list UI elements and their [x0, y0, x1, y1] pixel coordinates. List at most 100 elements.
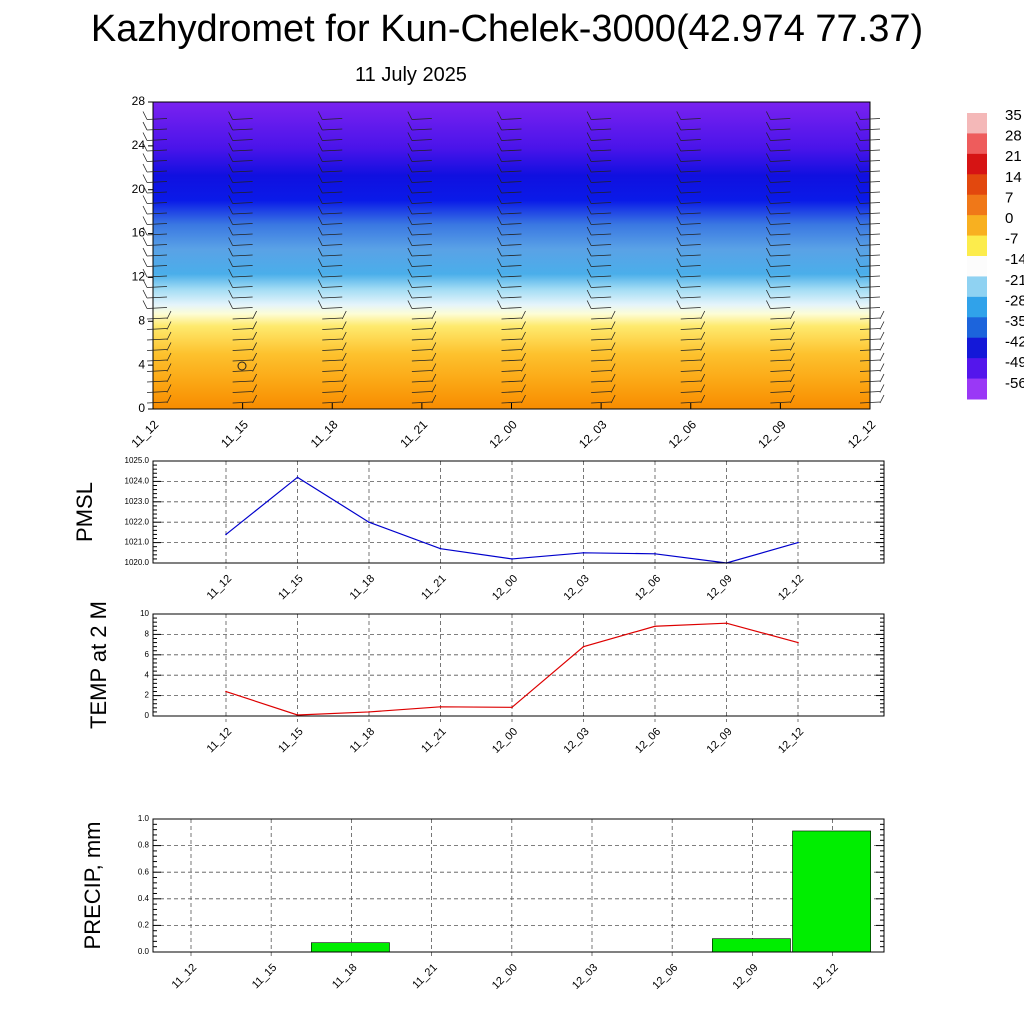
wind-barb-flag: [341, 321, 347, 330]
wind-barb-flag: [497, 153, 502, 162]
wind-barb-flag: [317, 258, 323, 267]
wind-barb-flag: [855, 205, 861, 215]
panel1-y-tick-label: 1020.0: [125, 558, 150, 567]
wind-barb: [501, 317, 522, 320]
wind-barb: [859, 181, 881, 183]
panel1-y-tick-label: 1023.0: [125, 497, 150, 506]
wind-barb-flag: [586, 153, 592, 162]
wind-barb: [146, 191, 168, 194]
wind-barb: [501, 223, 522, 225]
wind-barb: [232, 170, 253, 173]
wind-barb: [770, 328, 791, 330]
wind-barb: [322, 139, 343, 141]
wind-barb-flag: [317, 226, 323, 236]
wind-barb: [322, 160, 343, 162]
wind-barb-flag: [879, 321, 885, 330]
heatmap-y-tick-label: 20: [132, 182, 146, 196]
colorbar-segment: [967, 194, 987, 216]
wind-barb: [411, 128, 432, 131]
wind-barb: [322, 370, 343, 372]
panel2-data-point: [225, 690, 227, 693]
wind-barb: [770, 149, 791, 152]
panel2-y-tick-label: 4: [145, 670, 150, 679]
wind-barb: [859, 275, 881, 278]
panel2-y-axis-label: TEMP at 2 M: [86, 601, 111, 729]
wind-barb: [680, 191, 701, 194]
wind-barb-flag: [766, 226, 771, 236]
wind-barb-flag: [431, 310, 437, 320]
wind-barb: [501, 202, 522, 204]
wind-barb-flag: [700, 373, 706, 383]
wind-barb: [859, 338, 881, 341]
wind-barb: [859, 191, 881, 194]
wind-barb: [501, 275, 522, 278]
wind-barb: [411, 359, 432, 362]
wind-barb-flag: [521, 384, 526, 393]
colorbar-label: 14: [1005, 169, 1022, 186]
wind-barb: [232, 286, 253, 288]
wind-barb: [680, 128, 701, 131]
wind-barb: [770, 160, 791, 162]
wind-barb-flag: [317, 216, 323, 225]
wind-barb-flag: [855, 300, 861, 309]
panel2-x-tick-label: 12_06: [633, 726, 663, 756]
wind-barb-flag: [879, 384, 885, 393]
wind-barb-flag: [407, 300, 413, 309]
wind-barb: [591, 233, 612, 236]
wind-barb: [591, 212, 612, 215]
wind-barb-flag: [879, 373, 885, 383]
wind-barb-flag: [700, 331, 706, 341]
wind-barb: [322, 317, 343, 320]
wind-barb-flag: [586, 300, 592, 309]
wind-barb-flag: [317, 300, 323, 309]
wind-barb: [146, 181, 168, 183]
panel3-x-tick-label: 12_06: [650, 962, 680, 992]
wind-barb: [322, 202, 343, 204]
wind-barb-flag: [228, 174, 233, 183]
heatmap-x-tick-label: 11_12: [128, 417, 161, 450]
wind-barb: [411, 317, 432, 320]
wind-barb: [232, 181, 253, 183]
panel1-y-tick-label: 1024.0: [125, 477, 150, 486]
colorbar-label: 21: [1005, 148, 1022, 165]
wind-barb: [411, 338, 432, 341]
wind-barb-flag: [142, 132, 148, 141]
wind-barb-flag: [879, 331, 885, 341]
heatmap-x-tick-label: 12_12: [845, 417, 879, 451]
wind-barb: [146, 160, 168, 162]
wind-barb-flag: [228, 205, 233, 215]
wind-barb: [770, 265, 791, 267]
colorbar-segment: [967, 113, 987, 134]
wind-barb: [411, 212, 432, 215]
wind-barb-flag: [497, 247, 502, 257]
wind-barb: [680, 296, 701, 299]
wind-barb: [232, 223, 253, 225]
colorbar-label: 35: [1005, 107, 1022, 124]
wind-barb-flag: [586, 195, 592, 204]
wind-barb-flag: [521, 373, 526, 383]
wind-barb: [322, 359, 343, 362]
panel1-y-tick-label: 1025.0: [125, 456, 150, 465]
wind-barb-flag: [586, 258, 592, 267]
colorbar-label: -7: [1005, 231, 1018, 248]
wind-barb: [146, 296, 168, 299]
wind-barb: [322, 191, 343, 194]
wind-barb: [411, 233, 432, 236]
panel3-y-tick-label: 1.0: [138, 814, 150, 823]
wind-barb-flag: [142, 111, 148, 120]
wind-barb-flag: [497, 268, 502, 278]
wind-barb: [770, 349, 791, 351]
wind-barb-flag: [142, 279, 148, 288]
wind-barb-flag: [407, 153, 413, 162]
wind-barb: [501, 328, 522, 330]
wind-barb-flag: [700, 321, 706, 330]
wind-barb-flag: [407, 195, 413, 204]
wind-barb-flag: [676, 195, 682, 204]
wind-barb-flag: [497, 300, 502, 309]
wind-barb: [680, 286, 701, 288]
wind-barb-flag: [586, 121, 592, 131]
wind-barb-flag: [855, 174, 861, 183]
heatmap-y-tick-label: 0: [138, 401, 145, 415]
wind-barb-flag: [228, 163, 233, 173]
wind-barb: [859, 139, 881, 141]
